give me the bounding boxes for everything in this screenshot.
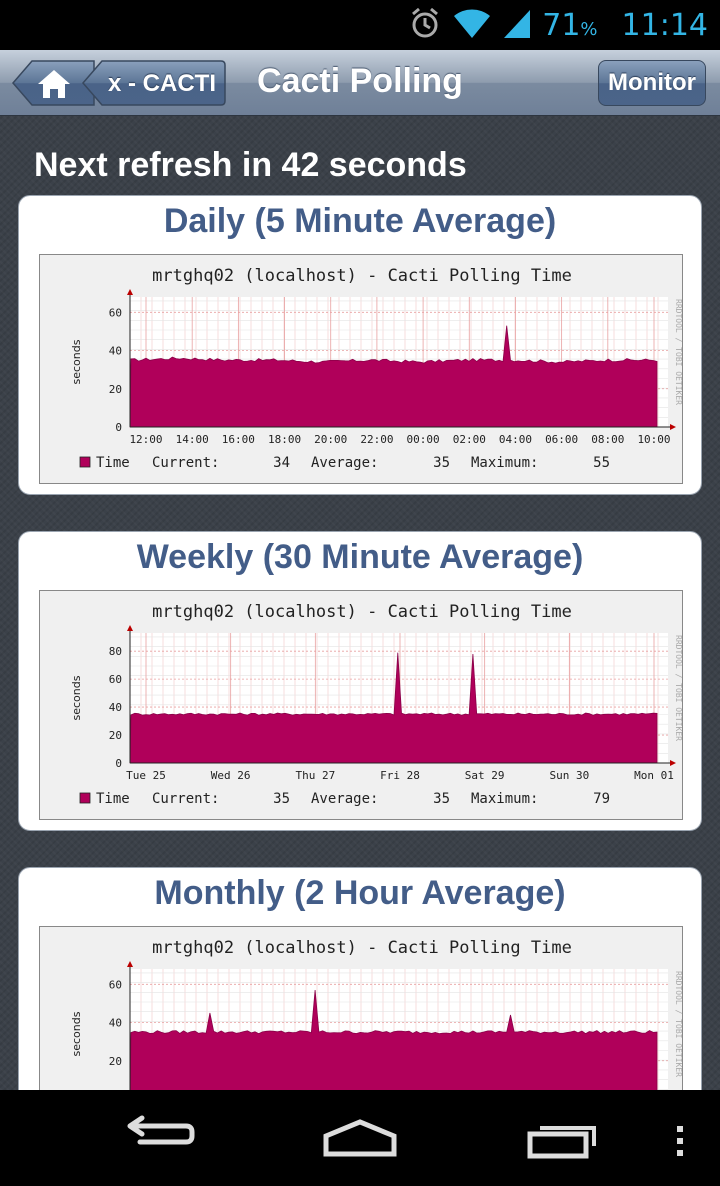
x-tick-label: Sun 30 bbox=[549, 769, 589, 782]
x-tick-label: Fri 28 bbox=[380, 769, 420, 782]
battery-percent: 71% bbox=[542, 7, 598, 43]
monitor-button[interactable]: Monitor bbox=[598, 60, 706, 106]
legend-average-label: Average: bbox=[311, 791, 378, 807]
card-title: Daily (5 Minute Average) bbox=[163, 202, 557, 240]
y-tick-label: 20 bbox=[109, 383, 122, 396]
y-tick-label: 80 bbox=[109, 645, 122, 658]
wifi-icon bbox=[452, 6, 492, 44]
legend-current-value: 35 bbox=[273, 791, 290, 807]
home-nav-icon[interactable] bbox=[323, 1119, 397, 1157]
rrdtool-watermark: RRDTOOL / TOBI OETIKER bbox=[674, 971, 683, 1077]
back-button[interactable]: x - CACTI bbox=[82, 60, 226, 106]
x-tick-label: 14:00 bbox=[176, 433, 209, 446]
x-tick-label: Thu 27 bbox=[295, 769, 335, 782]
home-button[interactable] bbox=[12, 60, 96, 106]
x-tick-label: 18:00 bbox=[268, 433, 301, 446]
x-tick-label: 12:00 bbox=[129, 433, 162, 446]
legend-maximum-label: Maximum: bbox=[471, 791, 538, 807]
legend-maximum-value: 55 bbox=[593, 455, 610, 471]
y-axis-arrow bbox=[127, 961, 133, 967]
legend-current-label: Current: bbox=[152, 455, 219, 471]
series-area-time bbox=[129, 652, 658, 764]
graph-card-monthly: Monthly (2 Hour Average) mrtghq02 (local… bbox=[18, 867, 702, 1090]
legend-current-value: 34 bbox=[273, 455, 290, 471]
graph-title: mrtghq02 (localhost) - Cacti Polling Tim… bbox=[152, 602, 572, 622]
legend-average-value: 35 bbox=[433, 455, 450, 471]
x-tick-label: 16:00 bbox=[222, 433, 255, 446]
series-area-time bbox=[129, 325, 658, 428]
x-tick-label: 04:00 bbox=[499, 433, 532, 446]
x-tick-label: 08:00 bbox=[591, 433, 624, 446]
x-axis-arrow bbox=[670, 760, 676, 766]
card-title: Monthly (2 Hour Average) bbox=[154, 874, 566, 912]
graph-monthly[interactable]: mrtghq02 (localhost) - Cacti Polling Tim… bbox=[39, 926, 683, 1090]
y-tick-label: 20 bbox=[109, 1055, 122, 1068]
graph-card-weekly: Weekly (30 Minute Average) mrtghq02 (loc… bbox=[18, 531, 702, 831]
y-axis-arrow bbox=[127, 289, 133, 295]
legend-series: Time bbox=[96, 455, 130, 471]
y-tick-label: 20 bbox=[109, 729, 122, 742]
x-tick-label: Wed 26 bbox=[211, 769, 251, 782]
rrdtool-watermark: RRDTOOL / TOBI OETIKER bbox=[674, 635, 683, 741]
signal-icon bbox=[502, 6, 532, 44]
graph-card-daily: Daily (5 Minute Average) mrtghq02 (local… bbox=[18, 195, 702, 495]
content-area[interactable]: Next refresh in 42 seconds Daily (5 Minu… bbox=[0, 116, 720, 1090]
graph-title: mrtghq02 (localhost) - Cacti Polling Tim… bbox=[152, 266, 572, 286]
x-tick-label: Tue 25 bbox=[126, 769, 166, 782]
card-title: Weekly (30 Minute Average) bbox=[136, 538, 584, 576]
x-axis-arrow bbox=[670, 424, 676, 430]
legend-maximum-value: 79 bbox=[593, 791, 610, 807]
graph-title: mrtghq02 (localhost) - Cacti Polling Tim… bbox=[152, 938, 572, 958]
x-tick-label: 06:00 bbox=[545, 433, 578, 446]
legend-series: Time bbox=[96, 791, 130, 807]
y-tick-label: 40 bbox=[109, 701, 122, 714]
back-nav-icon[interactable] bbox=[127, 1115, 195, 1145]
refresh-countdown: Next refresh in 42 seconds bbox=[34, 146, 467, 184]
graph-daily[interactable]: mrtghq02 (localhost) - Cacti Polling Tim… bbox=[39, 254, 683, 484]
menu-overflow-icon[interactable] bbox=[677, 1126, 683, 1156]
legend-average-value: 35 bbox=[433, 791, 450, 807]
y-tick-label: 60 bbox=[109, 978, 122, 991]
x-tick-label: Mon 01 bbox=[634, 769, 674, 782]
x-tick-label: Sat 29 bbox=[465, 769, 505, 782]
y-axis-label: seconds bbox=[70, 339, 83, 384]
status-bar: 71% 11:14 bbox=[0, 0, 720, 50]
alarm-icon bbox=[408, 6, 442, 44]
x-tick-label: 22:00 bbox=[360, 433, 393, 446]
y-tick-label: 60 bbox=[109, 673, 122, 686]
series-area-time bbox=[129, 989, 658, 1090]
x-tick-label: 02:00 bbox=[453, 433, 486, 446]
y-tick-label: 0 bbox=[115, 421, 122, 434]
home-icon bbox=[38, 70, 70, 98]
legend-swatch bbox=[79, 456, 91, 468]
back-button-label: x - CACTI bbox=[108, 70, 216, 97]
legend-current-label: Current: bbox=[152, 791, 219, 807]
y-axis-label: seconds bbox=[70, 1011, 83, 1056]
y-axis-label: seconds bbox=[70, 675, 83, 720]
legend-maximum-label: Maximum: bbox=[471, 455, 538, 471]
y-tick-label: 0 bbox=[115, 757, 122, 770]
rrdtool-watermark: RRDTOOL / TOBI OETIKER bbox=[674, 299, 683, 405]
recent-apps-icon[interactable] bbox=[527, 1126, 596, 1159]
legend-swatch bbox=[79, 792, 91, 804]
y-tick-label: 60 bbox=[109, 306, 122, 319]
nav-bar: x - CACTI Cacti Polling Monitor bbox=[0, 50, 720, 116]
android-nav-bar bbox=[0, 1090, 720, 1186]
legend-average-label: Average: bbox=[311, 455, 378, 471]
x-tick-label: 20:00 bbox=[314, 433, 347, 446]
x-tick-label: 10:00 bbox=[637, 433, 670, 446]
clock: 11:14 bbox=[621, 7, 708, 43]
graph-weekly[interactable]: mrtghq02 (localhost) - Cacti Polling Tim… bbox=[39, 590, 683, 820]
y-tick-label: 40 bbox=[109, 1017, 122, 1030]
page-title: Cacti Polling bbox=[257, 62, 463, 100]
x-tick-label: 00:00 bbox=[407, 433, 440, 446]
y-axis-arrow bbox=[127, 625, 133, 631]
y-tick-label: 40 bbox=[109, 345, 122, 358]
